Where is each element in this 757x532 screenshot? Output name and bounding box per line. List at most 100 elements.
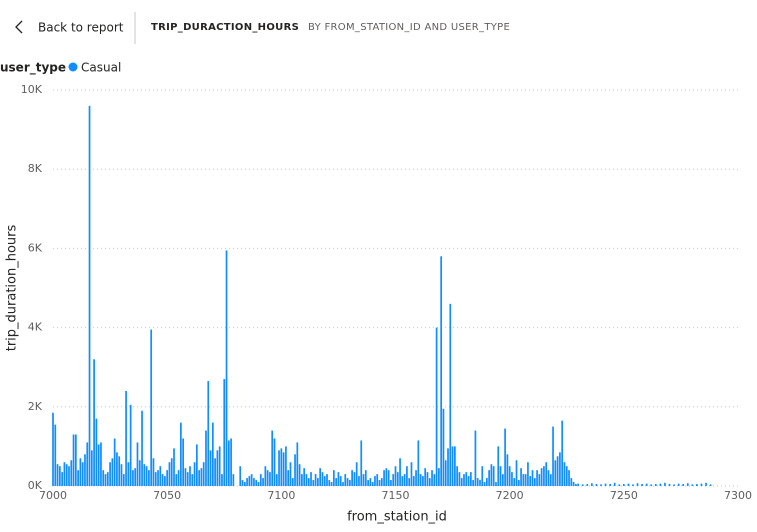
bar [403, 474, 406, 486]
bar [301, 474, 303, 486]
bar [257, 482, 260, 486]
bar [305, 474, 308, 486]
bar [161, 474, 164, 486]
bar [513, 478, 516, 486]
bar [109, 462, 111, 486]
bar [463, 474, 465, 486]
bar [225, 250, 228, 486]
bar [654, 484, 657, 486]
bar [125, 390, 127, 486]
bar [310, 472, 312, 486]
bar [150, 329, 153, 486]
bar [296, 442, 299, 486]
bar [232, 474, 235, 486]
bar [645, 483, 648, 486]
bar [358, 476, 360, 486]
bar [435, 327, 438, 486]
bar [410, 462, 413, 486]
bar [266, 470, 269, 486]
bar [538, 474, 541, 486]
bar [191, 474, 194, 486]
y-tick-label: 8K [28, 162, 43, 175]
bar [376, 474, 379, 486]
bar [426, 472, 429, 486]
bar [561, 420, 564, 486]
bar [259, 474, 262, 486]
bar [586, 484, 589, 486]
bar [367, 480, 369, 486]
bar [86, 442, 89, 486]
bar [415, 470, 417, 486]
bar [223, 379, 226, 486]
bar [438, 468, 440, 486]
bar [298, 464, 301, 486]
bar [321, 472, 324, 486]
bar [353, 472, 356, 486]
bar [70, 460, 73, 486]
bar [164, 476, 166, 486]
bar [547, 470, 550, 486]
bar [227, 440, 230, 486]
bar [195, 444, 198, 486]
bar [88, 105, 91, 486]
bar [287, 470, 290, 486]
bar [627, 483, 630, 486]
bar [364, 470, 367, 486]
bar [95, 418, 98, 486]
bar [332, 470, 335, 486]
bar [335, 478, 337, 486]
bar [102, 470, 105, 486]
bar [422, 476, 424, 486]
bar [447, 448, 449, 486]
legend-label[interactable]: Casual [81, 61, 121, 75]
bar [682, 484, 685, 486]
bar [269, 472, 271, 486]
bar [632, 484, 634, 486]
bar [467, 476, 470, 486]
x-axis-title: from_station_id [347, 510, 447, 525]
bar [159, 466, 162, 486]
bar [604, 483, 607, 486]
bar [52, 412, 54, 486]
bar [294, 454, 296, 486]
bar [207, 381, 210, 486]
bar [138, 460, 141, 486]
bar [218, 446, 221, 486]
bar [552, 426, 554, 486]
bar [529, 476, 532, 486]
bar [465, 472, 468, 486]
bar [540, 468, 543, 486]
bar [517, 480, 520, 486]
bar [314, 474, 317, 486]
bar [536, 470, 538, 486]
bar [485, 478, 488, 486]
bar [369, 478, 372, 486]
bar [344, 474, 347, 486]
back-icon[interactable] [15, 20, 23, 34]
bar [511, 472, 513, 486]
bar [524, 474, 527, 486]
bar [136, 442, 139, 486]
bar [431, 470, 433, 486]
bar [81, 462, 84, 486]
bar [433, 474, 436, 486]
bar [444, 460, 447, 486]
bar [175, 474, 178, 486]
bar [113, 438, 116, 486]
bar [330, 482, 333, 486]
back-button[interactable]: Back to report [38, 21, 124, 35]
bar [351, 470, 353, 486]
bar [401, 476, 404, 486]
bar [262, 478, 264, 486]
bar [157, 470, 159, 486]
bar [664, 482, 666, 486]
bar [317, 478, 319, 486]
bar [291, 478, 294, 486]
bar [387, 470, 390, 486]
bar [483, 482, 486, 486]
bar [209, 450, 212, 486]
bar [255, 480, 258, 486]
x-tick-label: 7000 [39, 489, 67, 502]
bar [346, 478, 349, 486]
